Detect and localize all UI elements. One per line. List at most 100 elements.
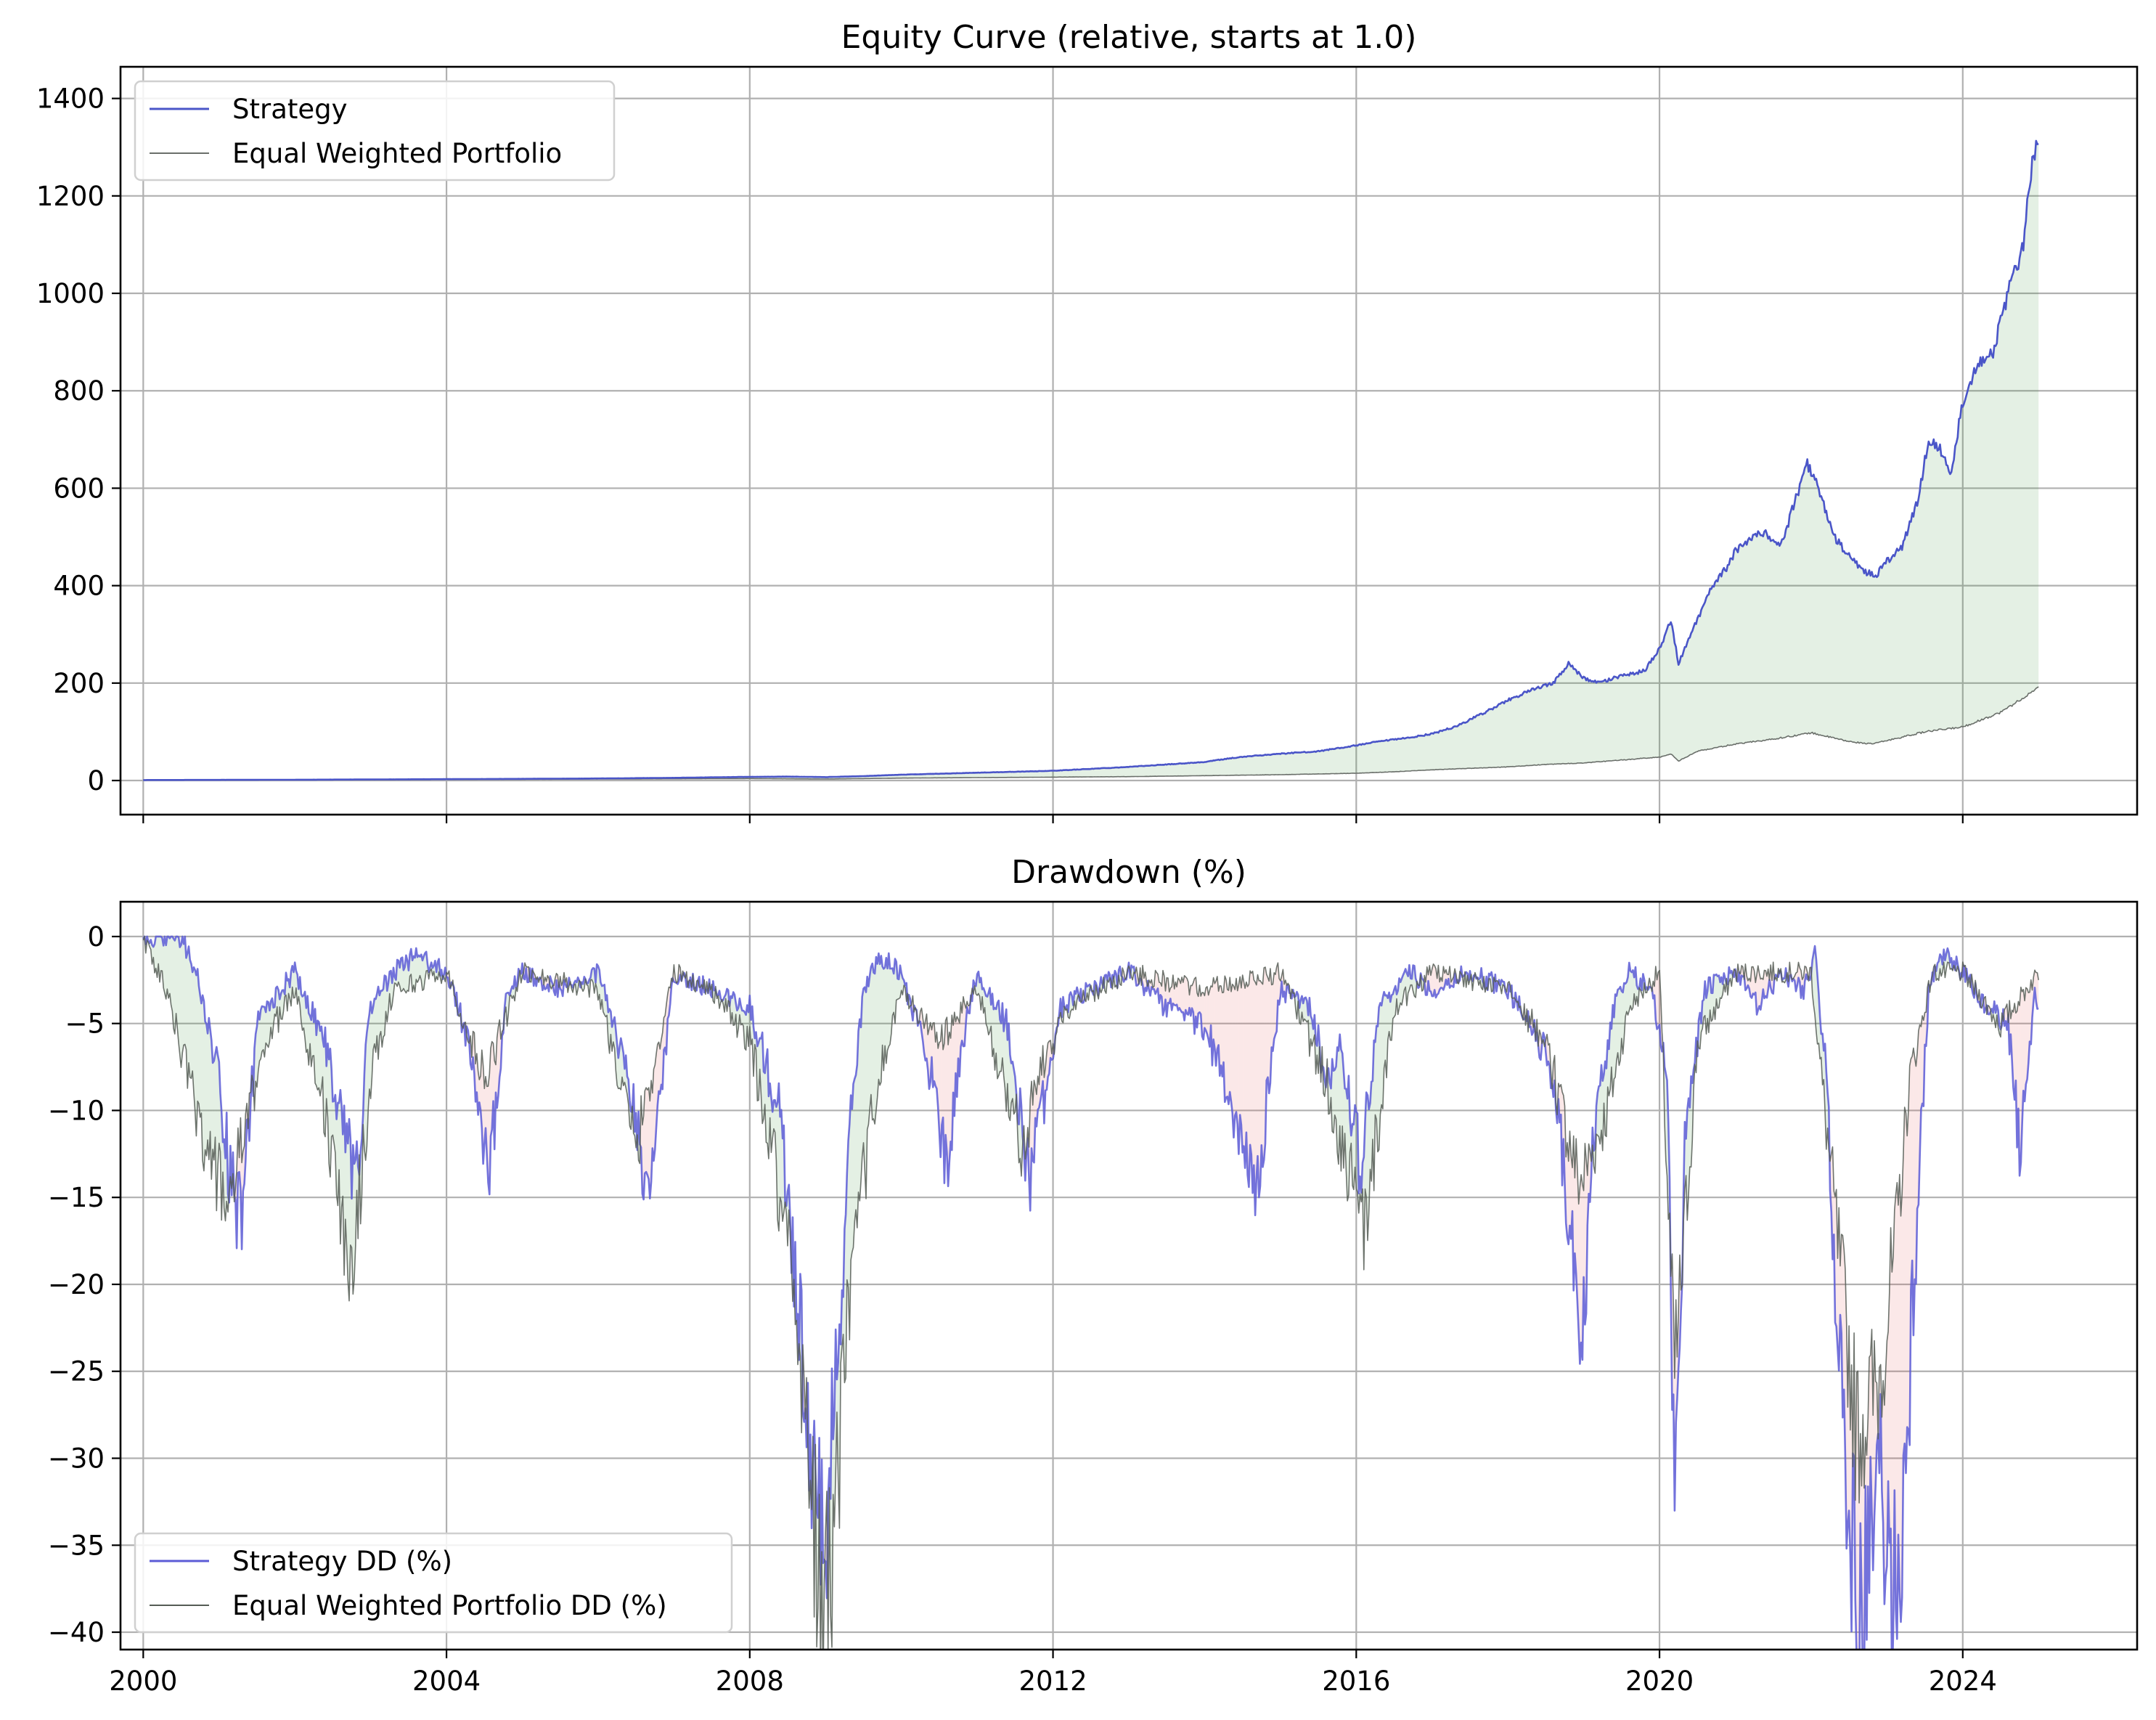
x-tick-label: 2024 [1929, 1666, 1997, 1697]
fill-between-red [1204, 987, 1206, 1031]
fill-between-green [164, 936, 166, 999]
fill-between-green [348, 1119, 349, 1301]
fill-between-red [925, 1014, 927, 1061]
fill-between-green [1389, 992, 1391, 1040]
fill-between-red [1921, 1016, 1923, 1109]
fill-between-green [853, 1078, 855, 1248]
fill-between-red [1220, 985, 1222, 1076]
fill-between-green [1385, 995, 1387, 1078]
fill-between-green [852, 1083, 854, 1252]
fill-between-red [1906, 1112, 1908, 1474]
fill-between-red [1177, 978, 1180, 1011]
fill-between-red [1245, 982, 1246, 1168]
fill-between-green [211, 1040, 213, 1180]
fill-between-red [1266, 974, 1268, 1080]
fill-between-green [613, 1017, 615, 1048]
fill-between-red [948, 1032, 950, 1186]
fill-between-red [1242, 975, 1244, 1153]
fill-between-green [859, 1019, 861, 1201]
fill-between-green [194, 967, 195, 1112]
fill-between-red [1254, 979, 1256, 1215]
y-tick-label: 0 [87, 921, 105, 953]
fill-between-green [155, 936, 158, 978]
fill-between-green [1598, 1085, 1601, 1144]
fill-between-green [1390, 995, 1392, 1040]
fill-between-green [1404, 969, 1406, 990]
fill-between-red [1432, 963, 1434, 997]
fill-between-green [996, 1003, 997, 1079]
fill-between-green [160, 936, 163, 971]
fill-between-red [1256, 974, 1258, 1179]
fill-between-red [1898, 1174, 1900, 1591]
fill-between-green [854, 1075, 856, 1222]
fill-between-red [1904, 1107, 1906, 1474]
fill-between-green [256, 1026, 257, 1088]
fill-between-green [1352, 1123, 1354, 1190]
fill-between-green [203, 1000, 205, 1171]
fill-between-green [1347, 1075, 1349, 1201]
fill-between-green [1003, 1019, 1005, 1088]
fill-between-green [198, 985, 200, 1117]
fill-between-green [353, 1144, 354, 1295]
fill-between-green [780, 1109, 782, 1202]
fill-between-green [196, 969, 198, 1136]
fill-between-red [949, 1032, 951, 1162]
fill-between-green [1334, 1067, 1336, 1120]
fill-between-green [420, 954, 422, 981]
fill-between-green [332, 1101, 335, 1144]
equity-series-lines [143, 139, 2039, 781]
fill-between-green [744, 1012, 746, 1051]
fill-between-red [1244, 982, 1246, 1168]
fill-between-red [1216, 976, 1217, 1066]
fill-between-red [1182, 977, 1183, 1013]
fill-between-red [647, 1088, 649, 1179]
fill-between-green [1605, 1061, 1606, 1137]
fill-between-red [1241, 975, 1243, 1153]
fill-between-green [379, 990, 381, 1036]
fill-between-green [988, 987, 990, 1035]
fill-between-green [778, 1083, 780, 1231]
fill-between-green [213, 1053, 216, 1160]
fill-between-green [373, 998, 375, 1050]
legend-label-strategy-dd: Strategy DD (%) [232, 1546, 452, 1577]
fill-between-green [174, 936, 176, 1035]
fill-between-green [872, 963, 874, 1120]
fill-between-green [334, 1095, 335, 1153]
x-tick-label: 2016 [1322, 1666, 1390, 1697]
fill-between-red [645, 1088, 647, 1173]
fill-between-red [660, 1039, 661, 1094]
fill-between-red [1576, 1138, 1577, 1301]
fill-between-green [317, 1020, 319, 1091]
fill-between-green [345, 1123, 347, 1247]
fill-between-green [166, 936, 168, 999]
fill-between-red [1206, 986, 1207, 1034]
fill-between-green [1601, 1064, 1603, 1151]
fill-between-green [187, 946, 189, 1088]
fill-between-green [369, 1001, 371, 1099]
fill-between-green [403, 967, 405, 991]
fill-between-red [1236, 978, 1238, 1125]
fill-between-red [1262, 968, 1265, 1167]
fill-between-red [1580, 1174, 1582, 1364]
fill-between-red [646, 1088, 648, 1175]
fill-between-green [172, 936, 174, 1029]
fill-between-red [1273, 972, 1275, 1051]
fill-between-red [1238, 977, 1241, 1154]
drawdown-chart-title: Drawdown (%) [1011, 854, 1246, 891]
fill-between-green [1384, 992, 1386, 1069]
fill-between-green [1377, 1007, 1379, 1152]
fill-between-red [488, 1074, 490, 1195]
fill-between-green [733, 992, 735, 1026]
fill-between-green [1381, 997, 1383, 1109]
fill-between-green [169, 936, 171, 1005]
y-tick-label: −10 [48, 1095, 105, 1126]
fill-between-green [861, 996, 862, 1181]
fill-between-red [1213, 977, 1215, 1049]
fill-between-green [303, 991, 306, 1038]
fill-between-green [184, 936, 185, 1046]
equity-chart-title: Equity Curve (relative, starts at 1.0) [841, 19, 1417, 56]
fill-between-red [1264, 967, 1265, 1160]
fill-between-green [1387, 992, 1389, 1040]
fill-between-red [1175, 982, 1177, 1006]
fill-between-red [950, 1015, 952, 1151]
